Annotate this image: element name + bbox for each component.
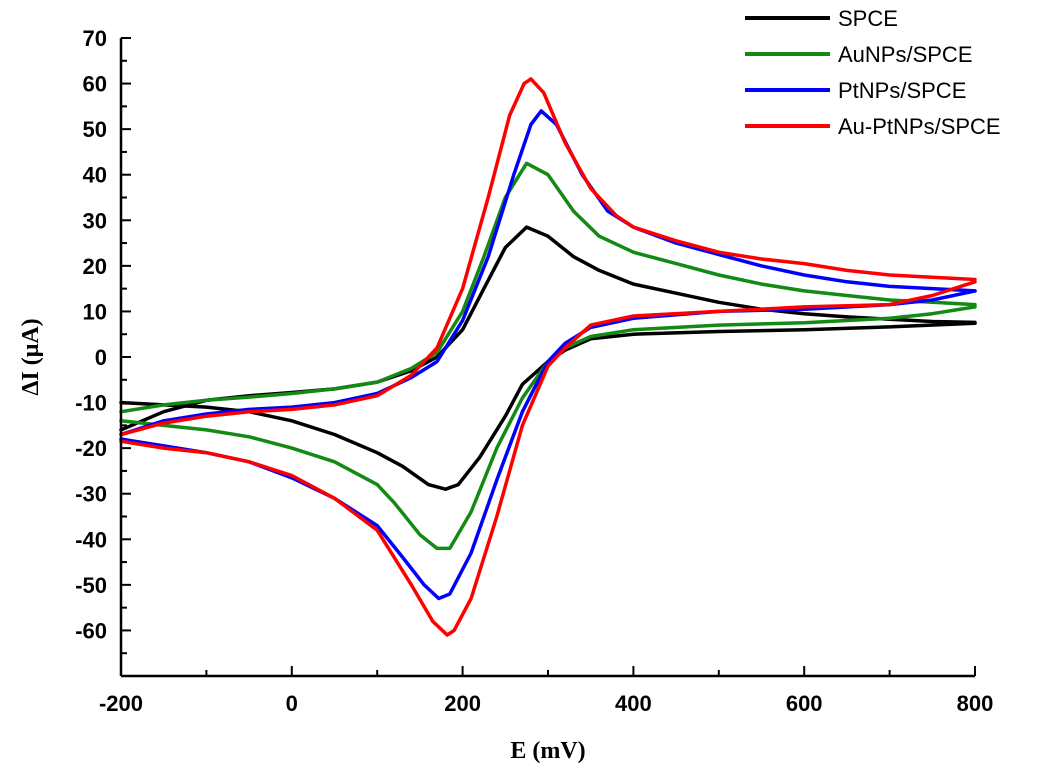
y-tick-label: 40 (83, 163, 107, 188)
series-4-reverse-line (119, 280, 977, 637)
legend: SPCE AuNPs/SPCE PtNPs/SPCE Au-PtNPs/SPCE (745, 6, 1001, 139)
y-tick-label: -40 (75, 527, 107, 552)
x-tick-label: 800 (957, 691, 994, 716)
x-tick-label: 400 (615, 691, 652, 716)
series-3-forward-line (119, 109, 977, 437)
y-tick-label: 50 (83, 117, 107, 142)
series-3-reverse-line (119, 289, 977, 601)
y-tick-label: -30 (75, 482, 107, 507)
x-tick-label: 600 (786, 691, 823, 716)
y-tick-label: -50 (75, 573, 107, 598)
y-tick-label: 30 (83, 208, 107, 233)
series-2-forward-line (119, 161, 977, 414)
series-2-reverse-line (119, 305, 977, 551)
y-tick-label: -10 (75, 391, 107, 416)
legend-label: AuNPs/SPCE (838, 42, 973, 67)
series-4-forward-line (119, 77, 977, 437)
y-tick-label: -20 (75, 436, 107, 461)
y-axis-title: ΔI (μA) (18, 318, 44, 395)
x-tick-label: 200 (444, 691, 481, 716)
y-tick-label: 10 (83, 299, 107, 324)
y-tick-label: 0 (95, 345, 107, 370)
legend-label: Au-PtNPs/SPCE (838, 114, 1001, 139)
y-tick-label: -60 (75, 618, 107, 643)
series-group (119, 77, 977, 637)
y-tick-label: 20 (83, 254, 107, 279)
legend-label: SPCE (838, 6, 898, 31)
y-tick-label: 70 (83, 26, 107, 51)
series-1-reverse-line (119, 321, 977, 491)
x-tick-label: -200 (99, 691, 143, 716)
ticks-group: -200 0 200 400 600 800 -60 -50 -40 -30 -20 -10 0 10 20… (75, 26, 993, 716)
x-tick-label: 0 (286, 691, 298, 716)
y-tick-label: 60 (83, 72, 107, 97)
legend-label: PtNPs/SPCE (838, 78, 966, 103)
x-axis-title: E (mV) (510, 738, 585, 764)
